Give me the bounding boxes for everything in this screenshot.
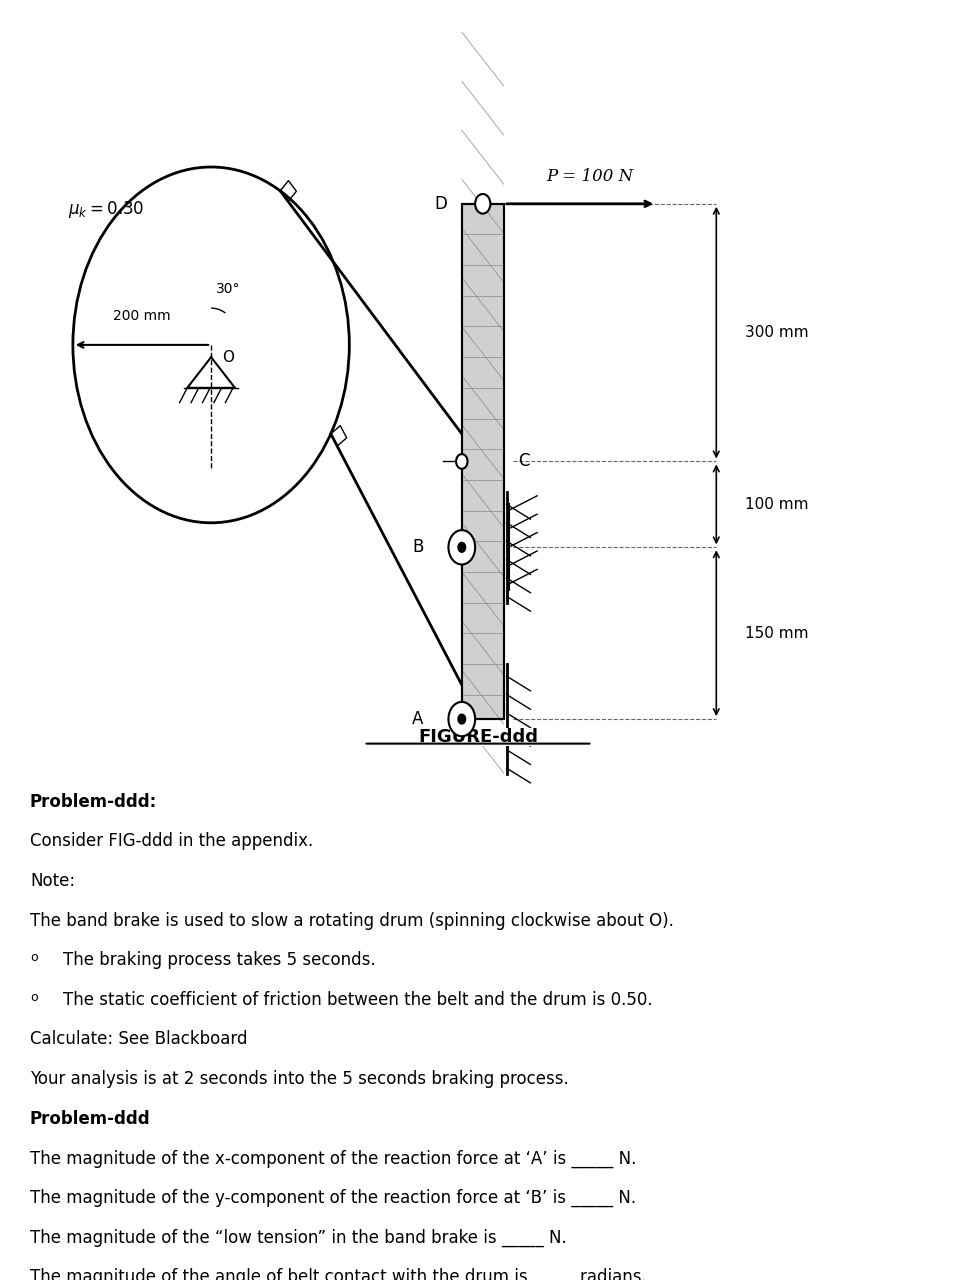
Circle shape (458, 543, 466, 552)
Circle shape (458, 714, 466, 724)
Text: o: o (30, 951, 37, 964)
Text: 100 mm: 100 mm (745, 497, 809, 512)
Text: A: A (412, 710, 424, 728)
Text: B: B (412, 539, 424, 557)
Text: Calculate: See Blackboard: Calculate: See Blackboard (30, 1030, 248, 1048)
Circle shape (475, 195, 490, 214)
Text: Consider FIG-ddd in the appendix.: Consider FIG-ddd in the appendix. (30, 832, 314, 850)
Text: The magnitude of the x-component of the reaction force at ‘A’ is _____ N.: The magnitude of the x-component of the … (30, 1149, 637, 1167)
Text: C: C (518, 452, 530, 471)
Text: The magnitude of the angle of belt contact with the drum is _____ radians.: The magnitude of the angle of belt conta… (30, 1268, 647, 1280)
Text: Your analysis is at 2 seconds into the 5 seconds braking process.: Your analysis is at 2 seconds into the 5… (30, 1070, 569, 1088)
Text: 150 mm: 150 mm (745, 626, 809, 641)
Text: P = 100 N: P = 100 N (546, 169, 633, 186)
Text: O: O (223, 349, 234, 365)
Circle shape (456, 454, 467, 468)
Text: The braking process takes 5 seconds.: The braking process takes 5 seconds. (63, 951, 376, 969)
Text: The static coefficient of friction between the belt and the drum is 0.50.: The static coefficient of friction betwe… (63, 991, 653, 1009)
Text: The magnitude of the “low tension” in the band brake is _____ N.: The magnitude of the “low tension” in th… (30, 1229, 567, 1247)
Text: Note:: Note: (30, 872, 76, 890)
Text: $\mu_k = 0.30$: $\mu_k = 0.30$ (68, 200, 144, 220)
Text: Problem-ddd: Problem-ddd (30, 1110, 151, 1128)
Circle shape (448, 701, 475, 736)
Text: The band brake is used to slow a rotating drum (spinning clockwise about O).: The band brake is used to slow a rotatin… (30, 911, 674, 929)
Text: D: D (435, 195, 447, 212)
Text: 200 mm: 200 mm (113, 308, 171, 323)
Text: 300 mm: 300 mm (745, 325, 809, 340)
Text: o: o (30, 991, 37, 1004)
Text: The magnitude of the y-component of the reaction force at ‘B’ is _____ N.: The magnitude of the y-component of the … (30, 1189, 636, 1207)
Text: Problem-ddd:: Problem-ddd: (30, 792, 157, 810)
Text: FIGURE-ddd: FIGURE-ddd (418, 728, 538, 746)
Text: 30°: 30° (216, 282, 240, 296)
Polygon shape (462, 204, 504, 719)
Circle shape (448, 530, 475, 564)
